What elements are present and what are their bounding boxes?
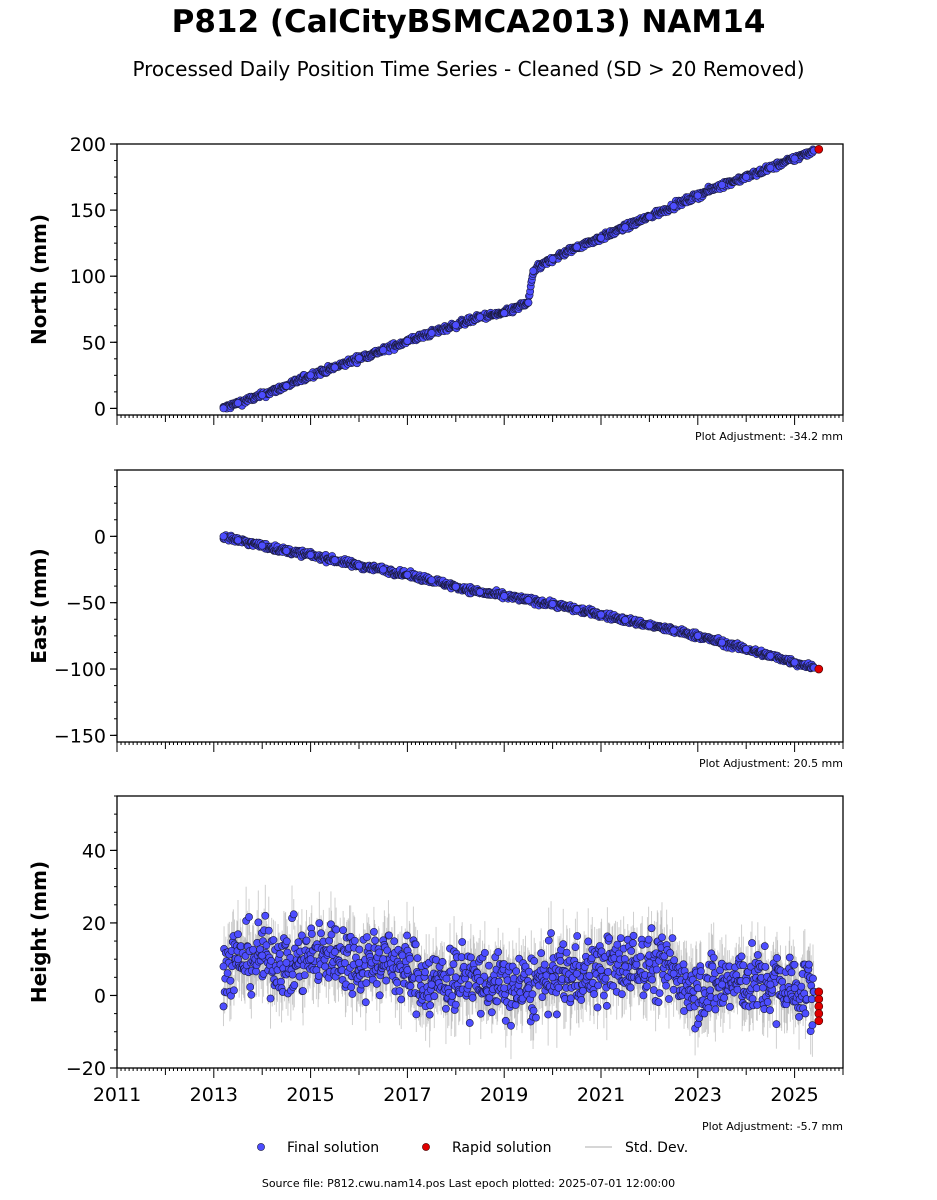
final-solution-point	[379, 346, 388, 355]
final-solution-point	[790, 154, 799, 163]
final-solution-point	[742, 173, 751, 181]
chart-subtitle: Processed Daily Position Time Series - C…	[132, 57, 805, 81]
y-tick-label: −100	[54, 659, 106, 681]
final-solution-point	[572, 243, 581, 252]
final-solution-point	[500, 309, 509, 318]
data-layer	[219, 144, 824, 413]
final-solution-point	[718, 638, 726, 647]
final-solution-point	[427, 329, 436, 337]
final-solution-point	[219, 404, 228, 413]
final-solution-point	[306, 551, 315, 559]
final-solution-point	[572, 605, 581, 614]
final-solution-point	[330, 556, 339, 565]
data-layer	[219, 884, 824, 1060]
final-solution-point	[258, 391, 267, 400]
plot-adjustment: Plot Adjustment: -34.2 mm	[695, 430, 843, 443]
y-tick-label: 0	[94, 526, 106, 548]
y-tick-label: 0	[94, 398, 106, 420]
final-solution-point	[476, 313, 484, 322]
y-axis-label: North (mm)	[27, 214, 51, 345]
final-solution-point	[355, 561, 363, 570]
final-solution-point	[330, 363, 339, 372]
final-solution-point	[258, 541, 267, 550]
final-solution-point	[597, 233, 605, 242]
final-solution-point	[355, 354, 363, 363]
y-tick-label: 100	[70, 266, 106, 288]
final-solution-point	[669, 202, 678, 211]
y-tick-label: 50	[82, 332, 106, 354]
final-solution-point	[451, 582, 460, 591]
final-solution-point	[548, 255, 557, 263]
panel-2	[110, 795, 844, 1078]
final-solution-point	[234, 536, 242, 545]
rapid-solution-point	[814, 144, 824, 154]
final-solution-point	[621, 616, 630, 624]
final-solution-point	[500, 592, 509, 600]
final-solution-point	[282, 382, 291, 390]
final-solution-point	[597, 610, 605, 619]
panel-0	[110, 143, 844, 425]
final-solution-point	[669, 626, 678, 635]
final-solution-point	[645, 621, 654, 630]
final-solution-point	[766, 163, 775, 172]
y-axis-label: East (mm)	[27, 548, 51, 664]
final-solution-point	[219, 532, 228, 541]
final-solution-point	[621, 223, 630, 232]
final-solution-point	[234, 399, 242, 408]
y-tick-label: −150	[54, 725, 106, 747]
panel-1	[110, 469, 844, 752]
data-layer	[219, 530, 824, 674]
final-solution-point	[529, 267, 538, 275]
final-solution-point	[693, 631, 702, 640]
final-solution-point	[645, 212, 654, 221]
final-solution-point	[718, 181, 726, 189]
final-solution-point	[524, 298, 533, 307]
plot-adjustment: Plot Adjustment: 20.5 mm	[699, 757, 843, 770]
final-solution-point	[742, 645, 751, 654]
final-solution-point	[427, 576, 436, 585]
final-solution-point	[451, 321, 460, 330]
y-tick-label: 200	[70, 134, 106, 156]
rapid-solution-point	[814, 664, 824, 674]
final-solution-point	[790, 658, 799, 667]
final-solution-point	[524, 596, 533, 604]
axes-frame	[116, 469, 844, 743]
chart-title: P812 (CalCityBSMCA2013) NAM14	[171, 4, 766, 40]
final-solution-point	[403, 570, 412, 579]
final-solution-point	[693, 191, 702, 200]
final-solution-point	[282, 547, 291, 555]
y-tick-label: −50	[66, 593, 106, 615]
final-solution-point	[766, 651, 775, 660]
final-solution-point	[403, 337, 412, 345]
final-solution-point	[548, 600, 557, 608]
y-tick-label: 150	[70, 200, 106, 222]
final-solution-point	[306, 371, 315, 380]
final-solution-point	[379, 565, 388, 574]
final-solution-point	[476, 588, 484, 596]
